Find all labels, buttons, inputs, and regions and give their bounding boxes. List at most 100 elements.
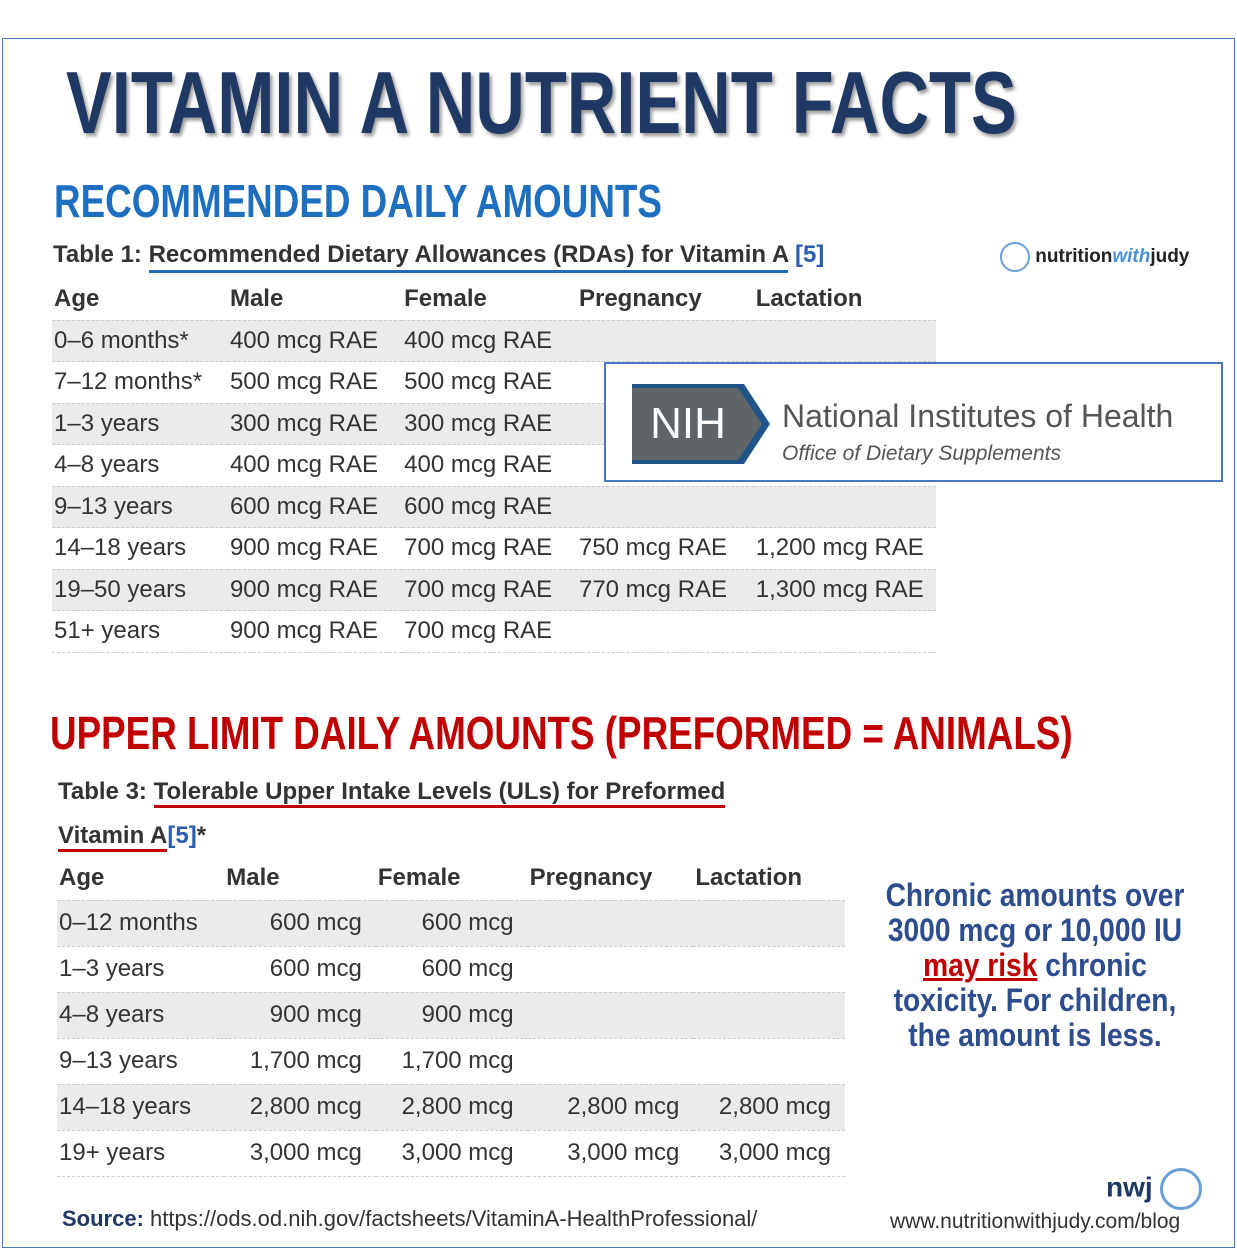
table-cell: 9–13 years — [52, 486, 228, 528]
table-cell: 600 mcg RAE — [402, 486, 577, 528]
table-cell: 9–13 years — [57, 1038, 225, 1085]
source: Source: https://ods.od.nih.gov/factsheet… — [62, 1206, 757, 1232]
table-cell: 7–12 months* — [52, 361, 228, 404]
table-cell: 900 mcg — [375, 992, 528, 1039]
table-row: 14–18 years 900 mcg RAE 700 mcg RAE 750 mcg… — [52, 527, 936, 570]
table-cell: 1,300 mcg RAE — [753, 569, 936, 611]
footnote-mark: * — [196, 822, 207, 849]
table-cell: 0–6 months* — [52, 320, 228, 362]
table-row: 9–13 years 1,700 mcg 1,700 mcg — [57, 1038, 845, 1085]
table-cell: 900 mcg RAE — [227, 569, 403, 611]
nih-name: National Institutes of Health — [782, 398, 1174, 434]
table-caption: Table 3: Tolerable Upper Intake Levels (… — [58, 770, 726, 858]
column-header: Age — [57, 856, 225, 901]
table-row: 1–3 years 600 mcg 600 mcg — [57, 946, 845, 993]
table-cell: 2,800 mcg — [527, 1084, 694, 1131]
source-url[interactable]: https://ods.od.nih.gov/factsheets/Vitami… — [150, 1206, 758, 1231]
table-cell: 4–8 years — [57, 992, 225, 1039]
table-cell: 400 mcg RAE — [402, 320, 577, 362]
table-row: 19–50 years 900 mcg RAE 700 mcg RAE 770 mcg… — [52, 569, 936, 611]
table-cell — [576, 320, 754, 362]
table-row: 19+ years 3,000 mcg 3,000 mcg 3,000 mcg 3,00… — [57, 1130, 845, 1177]
column-header: Male — [224, 856, 376, 901]
footer-url[interactable]: www.nutritionwithjudy.com/blog — [890, 1210, 1181, 1233]
table-label: Table 3: — [58, 778, 147, 805]
table-cell: 700 mcg RAE — [402, 527, 577, 570]
table-cell: 900 mcg RAE — [227, 610, 403, 653]
table-cell: 500 mcg RAE — [227, 361, 403, 404]
table-cell: 14–18 years — [57, 1084, 225, 1131]
logo-icon — [1000, 242, 1030, 272]
table-cell: 0–12 months — [57, 900, 225, 947]
logo-text: judy — [1150, 246, 1190, 268]
table-cell — [527, 1038, 694, 1085]
table-cell — [693, 900, 845, 947]
logo-text: with — [1112, 246, 1151, 268]
table-cell: 14–18 years — [52, 527, 228, 570]
column-header: Male — [227, 278, 403, 321]
table-cell: 1–3 years — [52, 403, 228, 445]
source-label: Source: — [62, 1206, 144, 1231]
badge-body — [632, 388, 762, 460]
nih-abbr: NIH — [650, 399, 726, 448]
note-line: the amount is less. — [908, 1017, 1162, 1053]
note-text: chronic — [1045, 947, 1147, 983]
table-cell: 1–3 years — [57, 946, 225, 993]
note-line: may risk chronic — [881, 948, 1189, 983]
table-cell — [527, 992, 694, 1039]
table-title: Recommended Dietary Allowances (RDAs) fo… — [148, 241, 789, 273]
table-cell: 700 mcg RAE — [402, 610, 577, 653]
note-line: Chronic amounts over — [885, 877, 1185, 913]
table-cell — [576, 486, 754, 528]
table-cell: 400 mcg RAE — [227, 320, 403, 362]
note-line: toxicity. For children, — [893, 982, 1177, 1018]
table-label: Table 1: — [53, 241, 142, 268]
table-cell — [753, 610, 936, 653]
column-header: Age — [52, 278, 228, 321]
table-cell: 1,700 mcg — [224, 1038, 376, 1085]
table-cell: 3,000 mcg — [224, 1130, 376, 1177]
note-line: 3000 mcg or 10,000 IU — [887, 912, 1183, 948]
table-cell — [693, 946, 845, 993]
table-cell: 600 mcg RAE — [227, 486, 403, 528]
table-cell: 900 mcg RAE — [227, 527, 403, 570]
table-cell — [527, 900, 694, 947]
table-row: 0–6 months* 400 mcg RAE 400 mcg RAE — [52, 320, 936, 362]
logo: nutritionwithjudy — [1000, 242, 1189, 272]
column-header: Lactation — [693, 856, 845, 901]
column-header: Female — [375, 856, 528, 901]
table-cell: 600 mcg — [224, 946, 376, 993]
table-cell — [693, 1038, 845, 1085]
table-cell: 51+ years — [52, 610, 228, 653]
table-cell — [576, 610, 754, 653]
column-header: Female — [402, 278, 577, 321]
table-cell: 2,800 mcg — [693, 1084, 845, 1131]
table-cell: 600 mcg — [224, 900, 376, 947]
section-heading: RECOMMENDED DAILY AMOUNTS — [54, 175, 662, 227]
table-row: 4–8 years 900 mcg 900 mcg — [57, 992, 845, 1039]
table-cell: 2,800 mcg — [224, 1084, 376, 1131]
table-row: 14–18 years 2,800 mcg 2,800 mcg 2,800 mcg 2,… — [57, 1084, 845, 1131]
table-cell: 3,000 mcg — [693, 1130, 845, 1177]
table-row: 51+ years 900 mcg RAE 700 mcg RAE — [52, 610, 936, 653]
header-row: Age Male Female Pregnancy Lactation — [52, 278, 936, 321]
table-cell: 300 mcg RAE — [227, 403, 403, 445]
table-cell — [753, 486, 936, 528]
table-cell: 3,000 mcg — [527, 1130, 694, 1177]
table-caption: Table 1: Recommended Dietary Allowances … — [53, 241, 824, 273]
table-cell: 500 mcg RAE — [402, 361, 577, 404]
column-header: Pregnancy — [576, 278, 754, 321]
brand-text: nwj — [1106, 1171, 1153, 1203]
nih-box: NIH National Institutes of Health Office… — [604, 362, 1223, 482]
table-cell: 400 mcg RAE — [227, 444, 403, 487]
table-cell: 19–50 years — [52, 569, 228, 611]
table-cell: 700 mcg RAE — [402, 569, 577, 611]
table-cell — [527, 946, 694, 993]
table-title: Tolerable Upper Intake Levels (ULs) for … — [153, 778, 726, 808]
table-cell — [693, 992, 845, 1039]
frame — [2, 38, 1235, 1248]
section-heading: UPPER LIMIT DAILY AMOUNTS (PREFORMED = A… — [50, 707, 1073, 759]
reference: [5] — [167, 822, 197, 849]
table-cell — [753, 320, 936, 362]
